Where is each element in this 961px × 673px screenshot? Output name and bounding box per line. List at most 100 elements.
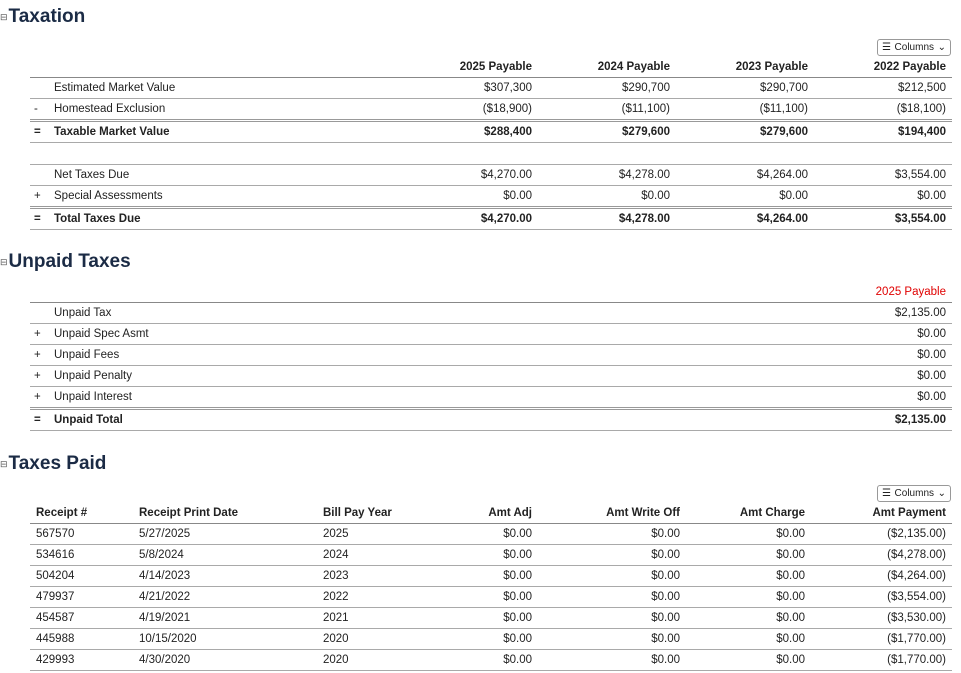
row-label: Taxable Market Value bbox=[48, 119, 400, 143]
cell: 2022 bbox=[317, 586, 427, 608]
col-header: 2023 Payable bbox=[676, 57, 814, 78]
row-label: Unpaid Tax bbox=[48, 302, 814, 324]
cell: 445988 bbox=[30, 628, 133, 650]
cell: $0.00 bbox=[427, 565, 538, 587]
row-sign: - bbox=[30, 98, 48, 121]
row-value: $3,554.00 bbox=[814, 164, 952, 186]
table-row: Estimated Market Value $307,300 $290,700 $2… bbox=[30, 77, 952, 99]
cell: 2024 bbox=[317, 544, 427, 566]
row-sign: + bbox=[30, 344, 48, 366]
cell: $0.00 bbox=[427, 586, 538, 608]
section-title: Taxes Paid bbox=[8, 453, 107, 474]
chevron-down-icon: ⌄ bbox=[937, 42, 946, 53]
cell: $0.00 bbox=[538, 523, 686, 545]
columns-button[interactable]: ☰ Columns ⌄ bbox=[877, 485, 951, 502]
cell: $0.00 bbox=[686, 565, 811, 587]
row-value: ($18,900) bbox=[400, 98, 538, 121]
row-label: Estimated Market Value bbox=[48, 77, 400, 99]
cell: 429993 bbox=[30, 649, 133, 671]
cell: 4/21/2022 bbox=[133, 586, 317, 608]
unpaid-table: 2025 Payable Unpaid Tax $2,135.00 + Unpaid … bbox=[30, 282, 952, 431]
columns-button[interactable]: ☰ Columns ⌄ bbox=[877, 39, 951, 56]
cell: $0.00 bbox=[686, 523, 811, 545]
row-label: Unpaid Fees bbox=[48, 344, 814, 366]
col-header: Bill Pay Year bbox=[317, 503, 427, 524]
col-header: 2025 Payable bbox=[400, 57, 538, 78]
cell: $0.00 bbox=[686, 628, 811, 650]
collapse-icon[interactable]: ⊟ bbox=[0, 256, 8, 267]
table-row: - Homestead Exclusion ($18,900) ($11,100) ($… bbox=[30, 98, 952, 121]
cell: 2025 bbox=[317, 523, 427, 545]
table-row: 445988 10/15/2020 2020 $0.00 $0.00 $0.00 ($1,7… bbox=[30, 628, 952, 650]
cell: $0.00 bbox=[538, 628, 686, 650]
col-header: Amt Adj bbox=[427, 503, 538, 524]
row-sign bbox=[30, 164, 48, 186]
row-value: $2,135.00 bbox=[814, 302, 952, 324]
taxation-heading: ⊟ Taxation bbox=[0, 6, 85, 28]
row-value: $0.00 bbox=[400, 185, 538, 208]
cell: $0.00 bbox=[538, 544, 686, 566]
row-sign: + bbox=[30, 185, 48, 208]
cell: 2020 bbox=[317, 628, 427, 650]
row-value: $0.00 bbox=[538, 185, 676, 208]
row-label: Unpaid Penalty bbox=[48, 365, 814, 387]
cell: 534616 bbox=[30, 544, 133, 566]
cell: 2023 bbox=[317, 565, 427, 587]
cell: ($1,770.00) bbox=[811, 649, 952, 671]
cell: $0.00 bbox=[686, 586, 811, 608]
col-header: Amt Charge bbox=[686, 503, 811, 524]
row-value: ($18,100) bbox=[814, 98, 952, 121]
row-value: ($11,100) bbox=[538, 98, 676, 121]
table-row: = Unpaid Total $2,135.00 bbox=[30, 407, 952, 431]
cell: $0.00 bbox=[538, 565, 686, 587]
cell: ($4,278.00) bbox=[811, 544, 952, 566]
row-value: $4,270.00 bbox=[400, 206, 538, 230]
row-label: Total Taxes Due bbox=[48, 206, 400, 230]
cell: $0.00 bbox=[538, 607, 686, 629]
collapse-icon[interactable]: ⊟ bbox=[0, 11, 8, 22]
table-row: Unpaid Tax $2,135.00 bbox=[30, 302, 952, 324]
table-row: Net Taxes Due $4,270.00 $4,278.00 $4,264.00… bbox=[30, 164, 952, 186]
taxation-table: 2025 Payable 2024 Payable 2023 Payable 2… bbox=[30, 57, 952, 143]
collapse-icon[interactable]: ⊟ bbox=[0, 458, 8, 469]
col-header: Amt Payment bbox=[811, 503, 952, 524]
row-value: $0.00 bbox=[814, 323, 952, 345]
cell: 2020 bbox=[317, 649, 427, 671]
cell: ($1,770.00) bbox=[811, 628, 952, 650]
table-row: 479937 4/21/2022 2022 $0.00 $0.00 $0.00 ($3,55… bbox=[30, 586, 952, 608]
row-value: $0.00 bbox=[814, 365, 952, 387]
columns-label: Columns bbox=[894, 42, 935, 53]
row-label: Unpaid Spec Asmt bbox=[48, 323, 814, 345]
cell: $0.00 bbox=[686, 544, 811, 566]
row-label: Special Assessments bbox=[48, 185, 400, 208]
row-sign bbox=[30, 302, 48, 324]
table-row: 567570 5/27/2025 2025 $0.00 $0.00 $0.00 ($2,13… bbox=[30, 523, 952, 545]
cell: ($4,264.00) bbox=[811, 565, 952, 587]
cell: 5/27/2025 bbox=[133, 523, 317, 545]
row-value: $4,270.00 bbox=[400, 164, 538, 186]
columns-label: Columns bbox=[894, 488, 935, 499]
row-value: $194,400 bbox=[814, 119, 952, 143]
cell: 4/30/2020 bbox=[133, 649, 317, 671]
cell: $0.00 bbox=[427, 523, 538, 545]
row-value: $0.00 bbox=[814, 185, 952, 208]
row-value: $307,300 bbox=[400, 77, 538, 99]
row-value: $279,600 bbox=[676, 119, 814, 143]
cell: $0.00 bbox=[538, 586, 686, 608]
cell: 4/14/2023 bbox=[133, 565, 317, 587]
table-row: = Taxable Market Value $288,400 $279,600 $27… bbox=[30, 119, 952, 143]
table-row: 534616 5/8/2024 2024 $0.00 $0.00 $0.00 ($4,278… bbox=[30, 544, 952, 566]
row-sign: + bbox=[30, 323, 48, 345]
cell: 10/15/2020 bbox=[133, 628, 317, 650]
taxes-due-table: Net Taxes Due $4,270.00 $4,278.00 $4,264.00… bbox=[30, 164, 952, 230]
row-value: $279,600 bbox=[538, 119, 676, 143]
cell: 5/8/2024 bbox=[133, 544, 317, 566]
cell: ($3,530.00) bbox=[811, 607, 952, 629]
row-value: ($11,100) bbox=[676, 98, 814, 121]
paid-heading: ⊟ Taxes Paid bbox=[0, 453, 106, 475]
row-value: $288,400 bbox=[400, 119, 538, 143]
section-title: Unpaid Taxes bbox=[8, 251, 131, 272]
cell: 454587 bbox=[30, 607, 133, 629]
col-header: 2022 Payable bbox=[814, 57, 952, 78]
unpaid-heading: ⊟ Unpaid Taxes bbox=[0, 251, 131, 273]
